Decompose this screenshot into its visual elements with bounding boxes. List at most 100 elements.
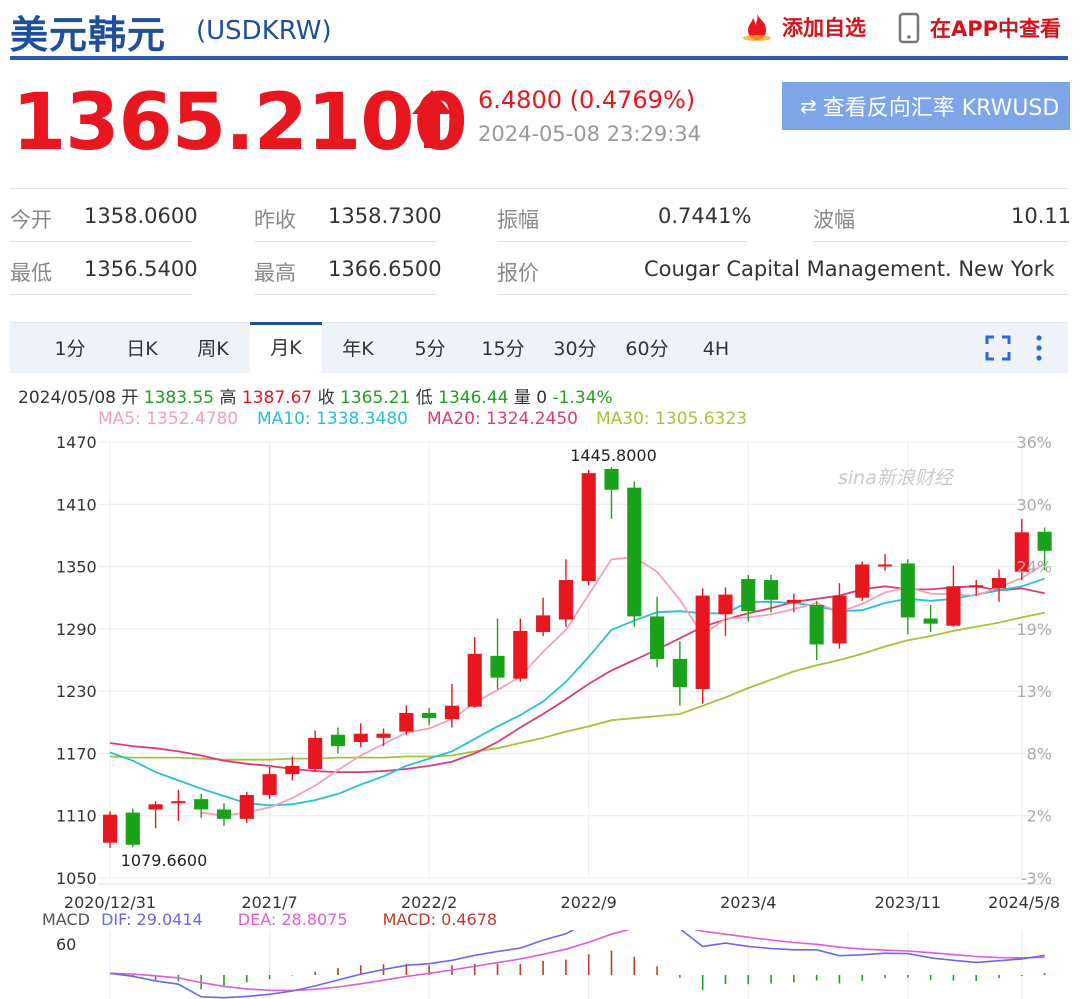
stats-divider — [10, 241, 192, 242]
candle-body — [877, 564, 893, 567]
x-tick-label: 2022/9 — [561, 893, 617, 910]
stat-high-value: 1366.6500 — [328, 257, 442, 281]
tab-5min[interactable]: 5分 — [414, 338, 446, 360]
dea-path — [109, 930, 1045, 992]
stat-prev-close-value: 1358.7300 — [328, 204, 442, 228]
ma20-path — [109, 585, 1045, 773]
stat-low-value: 1356.5400 — [84, 257, 198, 281]
candle-info: 2024/05/08 开 1383.55 高 1387.67 收 1365.21… — [18, 383, 613, 408]
fullscreen-icon[interactable] — [985, 335, 1011, 361]
y-tick-label: 1350 — [56, 558, 97, 577]
tab-15min[interactable]: 15分 — [481, 338, 525, 360]
ma10-line — [109, 577, 1045, 807]
stat-amplitude-value: 0.7441% — [658, 204, 752, 228]
candle-body — [809, 604, 824, 645]
info-close-label: 收 — [317, 388, 335, 408]
tab-30min[interactable]: 30分 — [553, 338, 597, 360]
tab-60min[interactable]: 60分 — [625, 338, 669, 360]
ma10-path — [109, 577, 1045, 807]
ma10-label: MA10: 1338.3480 — [257, 409, 408, 429]
stats-divider — [254, 241, 436, 242]
view-in-app-label: 在APP中查看 — [930, 17, 1062, 41]
stat-quote-source: Cougar Capital Management. New York — [644, 257, 1055, 281]
candles — [102, 467, 1052, 848]
reverse-rate-button[interactable]: ⇄ 查看反向汇率 KRWUSD — [782, 82, 1070, 130]
x-tick-label: 2021/7 — [241, 893, 297, 910]
stat-wave: 波幅 — [813, 204, 855, 234]
ma30-label: MA30: 1305.6323 — [596, 409, 747, 429]
candle-body — [467, 653, 482, 707]
ma5-line — [201, 556, 1046, 817]
candle-body — [102, 814, 118, 843]
candle-body — [650, 616, 665, 659]
tab-4h[interactable]: 4H — [702, 338, 730, 360]
ma30-line — [109, 611, 1045, 761]
y-tick-label: 1470 — [56, 433, 97, 452]
candle-body — [330, 734, 346, 747]
info-open: 1383.55 — [143, 388, 215, 408]
stat-prev-close-label: 昨收 — [254, 208, 296, 232]
pct-tick-label: 30% — [1016, 495, 1052, 514]
sina-watermark: sina新浪财经 — [838, 467, 955, 489]
info-low: 1346.44 — [438, 388, 509, 408]
info-close: 1365.21 — [340, 388, 411, 408]
view-in-app-button[interactable]: 在APP中查看 — [898, 12, 1061, 44]
current-price: 1365.2100 — [12, 78, 468, 168]
stats-divider — [10, 294, 192, 295]
kline-chart[interactable]: sina新浪财经 1470 36% 1410 30% 1350 24% 1290 19% 123… — [0, 430, 1080, 910]
y-tick-label: 1230 — [56, 682, 97, 701]
candle-body — [262, 774, 277, 795]
candle-body — [422, 712, 437, 719]
candle-body — [763, 580, 779, 600]
ma5-label: MA5: 1352.4780 — [98, 409, 239, 429]
phone-icon — [898, 12, 920, 44]
price-change: 6.4800 (0.4769%) — [478, 86, 696, 114]
stat-wave-value: 10.11 — [1011, 204, 1072, 228]
candle-body — [513, 630, 528, 679]
candle-body — [444, 705, 459, 720]
stat-quote-label: 报价 — [497, 261, 539, 285]
stat-amplitude: 振幅 — [497, 204, 539, 234]
stat-open: 今开 1358.0600 — [10, 204, 198, 234]
stats-divider — [813, 241, 1068, 242]
pct-tick-label: 24% — [1016, 558, 1052, 577]
stats-divider — [497, 241, 747, 242]
stat-low: 最低 1356.5400 — [10, 257, 198, 287]
tab-year-k[interactable]: 年K — [342, 338, 374, 360]
x-tick-label: 2022/2 — [401, 893, 457, 910]
stats-divider — [254, 294, 436, 295]
candle-body — [969, 585, 984, 588]
tab-week-k[interactable]: 周K — [197, 338, 229, 360]
candle-body — [171, 801, 186, 804]
ma20-line — [109, 585, 1045, 773]
x-tick-label: 2023/11 — [875, 893, 941, 910]
pct-tick-label: -3% — [1021, 869, 1052, 888]
macd-legend: MACD DIF: 29.0414 DEA: 28.8075 MACD: 0.4… — [42, 910, 497, 929]
stat-amplitude-label: 振幅 — [497, 208, 539, 232]
candle-body — [604, 468, 619, 490]
candle-body — [285, 765, 300, 775]
info-low-label: 低 — [415, 388, 433, 408]
macd-title: MACD — [42, 910, 90, 929]
candle-body — [148, 804, 163, 810]
min-price-label: 1079.6600 — [121, 851, 208, 870]
tab-day-k[interactable]: 日K — [126, 338, 158, 360]
more-icon[interactable] — [1034, 333, 1044, 363]
tab-month-k[interactable]: 月K — [250, 322, 322, 373]
candle-body — [946, 586, 961, 626]
stat-high: 最高 1366.6500 — [254, 257, 442, 287]
tab-1min[interactable]: 1分 — [54, 338, 86, 360]
macd-tick: 60 — [56, 935, 76, 954]
candle-body — [718, 594, 733, 615]
axis-labels: 1470 36% 1410 30% 1350 24% 1290 19% 1230 13% 1170 8… — [56, 433, 1060, 910]
y-tick-label: 1170 — [56, 744, 97, 763]
candle-body — [786, 599, 801, 603]
x-tick-label: 2023/4 — [720, 893, 776, 910]
candle-body — [376, 733, 391, 738]
pct-tick-label: 13% — [1016, 682, 1052, 701]
x-tick-label: 2024/5/8 — [988, 893, 1060, 910]
add-watchlist-button[interactable]: 添加自选 — [740, 12, 866, 42]
pair-code: (USDKRW) — [196, 16, 332, 46]
ma20-label: MA20: 1324.2450 — [427, 409, 578, 429]
header: 美元韩元 (USDKRW) 添加自选 在APP中查看 — [0, 0, 1080, 60]
